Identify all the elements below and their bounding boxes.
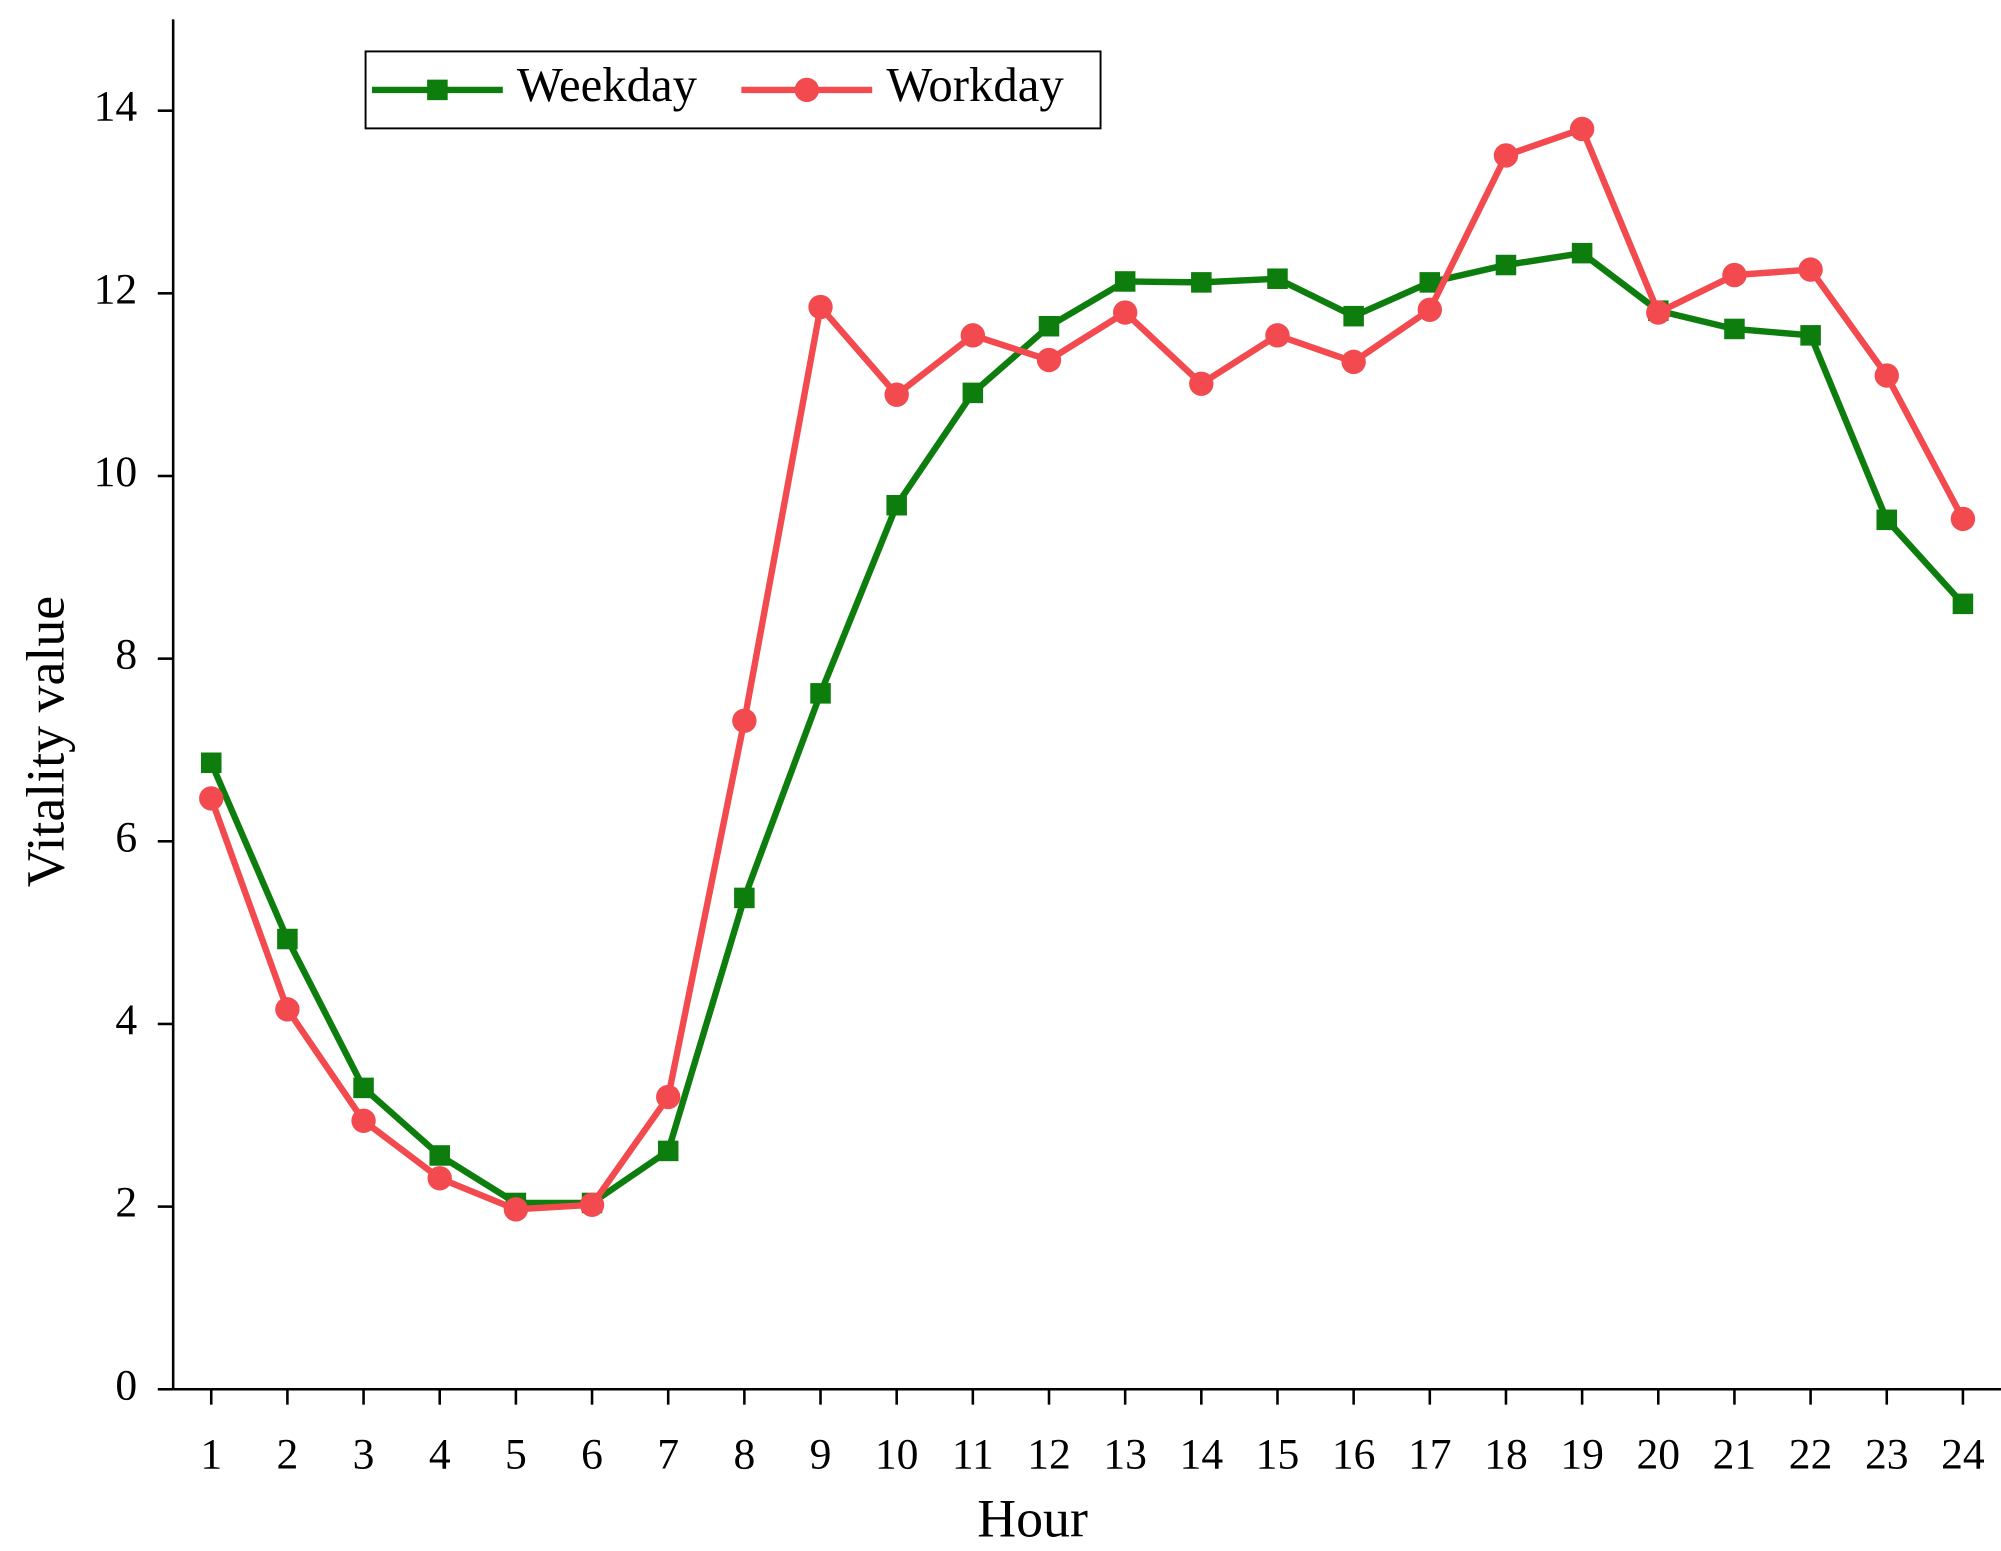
x-tick-label: 16 xyxy=(1332,1431,1376,1479)
data-point xyxy=(1341,349,1366,375)
x-tick-label: 4 xyxy=(429,1431,451,1479)
data-point xyxy=(200,752,222,774)
data-point xyxy=(886,494,907,516)
x-tick-label: 13 xyxy=(1103,1431,1147,1479)
data-point xyxy=(1495,254,1517,276)
x-tick-label: 12 xyxy=(1027,1431,1071,1479)
y-tick-label: 6 xyxy=(115,813,137,861)
data-point xyxy=(1493,143,1519,168)
data-point xyxy=(1646,300,1671,325)
data-point xyxy=(884,382,909,407)
data-point xyxy=(1191,272,1212,293)
x-tick-label: 19 xyxy=(1560,1431,1604,1479)
data-point xyxy=(732,708,757,733)
x-tick-label: 23 xyxy=(1865,1431,1909,1479)
x-axis-title: Hour xyxy=(977,1488,1088,1548)
data-point xyxy=(1800,325,1821,346)
legend-marker xyxy=(794,77,819,103)
data-point xyxy=(962,382,984,404)
data-point xyxy=(1950,506,1976,532)
data-point xyxy=(199,786,224,811)
legend-label: Weekday xyxy=(517,58,698,112)
x-tick-label: 14 xyxy=(1180,1431,1224,1479)
x-tick-label: 3 xyxy=(353,1431,375,1479)
data-point xyxy=(1038,315,1060,337)
y-tick-label: 12 xyxy=(94,265,138,313)
x-tick-label: 24 xyxy=(1941,1431,1985,1479)
data-point xyxy=(1876,509,1898,531)
data-point xyxy=(427,1166,452,1191)
y-tick-label: 8 xyxy=(115,631,137,679)
legend-label: Workday xyxy=(886,58,1064,112)
y-tick-label: 14 xyxy=(94,83,138,131)
x-tick-label: 18 xyxy=(1484,1431,1528,1479)
data-point xyxy=(277,928,298,950)
data-point xyxy=(351,1108,376,1133)
data-point xyxy=(1343,305,1364,327)
data-point xyxy=(1036,347,1062,373)
y-tick-label: 0 xyxy=(115,1361,137,1409)
y-axis-title: Vitality value xyxy=(16,596,76,887)
data-point xyxy=(1112,300,1138,325)
data-point xyxy=(429,1145,450,1166)
data-point xyxy=(734,887,755,909)
data-point xyxy=(579,1192,605,1217)
data-point xyxy=(1952,593,1974,615)
data-point xyxy=(1419,272,1441,293)
data-point xyxy=(1417,297,1442,322)
x-tick-label: 11 xyxy=(952,1431,994,1479)
y-tick-label: 2 xyxy=(115,1179,137,1227)
x-tick-label: 9 xyxy=(810,1431,832,1479)
x-tick-label: 21 xyxy=(1713,1431,1757,1479)
x-tick-label: 17 xyxy=(1408,1431,1452,1479)
x-tick-label: 7 xyxy=(657,1431,679,1479)
data-point xyxy=(1798,257,1823,282)
data-point xyxy=(960,323,986,348)
data-point xyxy=(1265,323,1290,348)
x-tick-label: 20 xyxy=(1636,1431,1680,1479)
legend-marker xyxy=(427,79,448,101)
x-tick-label: 8 xyxy=(733,1431,755,1479)
series-line xyxy=(208,249,1966,1207)
data-point xyxy=(353,1077,374,1099)
data-point xyxy=(503,1197,529,1222)
data-point xyxy=(1874,363,1899,388)
data-point xyxy=(1571,242,1593,264)
data-point xyxy=(1569,116,1595,142)
data-point xyxy=(656,1084,681,1110)
y-tick-label: 4 xyxy=(115,996,137,1044)
series-line xyxy=(208,125,1966,1213)
x-tick-label: 1 xyxy=(200,1431,222,1479)
x-tick-label: 10 xyxy=(875,1431,919,1479)
y-tick-label: 10 xyxy=(94,448,138,496)
x-tick-label: 2 xyxy=(276,1431,298,1479)
x-tick-label: 5 xyxy=(505,1431,527,1479)
data-point xyxy=(1724,318,1745,340)
x-tick-label: 22 xyxy=(1789,1431,1833,1479)
data-point xyxy=(1722,262,1747,288)
data-point xyxy=(657,1140,679,1162)
data-point xyxy=(1114,271,1136,292)
data-point xyxy=(810,683,831,704)
x-tick-label: 6 xyxy=(581,1431,603,1479)
data-point xyxy=(808,294,833,320)
data-point xyxy=(1189,371,1214,396)
data-point xyxy=(275,997,300,1022)
x-tick-label: 15 xyxy=(1256,1431,1300,1479)
data-point xyxy=(1267,268,1288,289)
